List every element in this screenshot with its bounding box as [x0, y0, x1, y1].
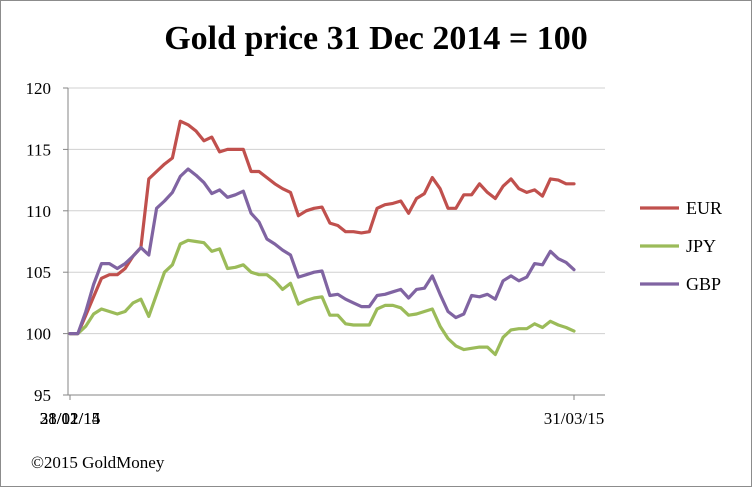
- y-tick-label: 105: [26, 263, 52, 282]
- y-tick-label: 120: [26, 79, 52, 98]
- y-tick-labels: 95 100 105 110 115 120: [26, 79, 52, 405]
- legend: EUR JPY GBP: [640, 198, 722, 294]
- x-tick-label: 31/03/15: [544, 409, 604, 428]
- x-tick-label: 31/01/15: [40, 409, 100, 428]
- series-lines: [68, 119, 576, 357]
- gridlines: [68, 87, 605, 335]
- y-tick-label: 115: [26, 140, 51, 159]
- y-tick-label: 100: [26, 325, 52, 344]
- legend-label-gbp: GBP: [686, 274, 721, 294]
- series-line-jpy: [68, 238, 576, 357]
- series-line-gbp: [68, 167, 576, 336]
- axes: [63, 87, 605, 400]
- copyright-text: ©2015 GoldMoney: [31, 453, 165, 472]
- legend-label-eur: EUR: [686, 198, 722, 218]
- legend-label-jpy: JPY: [686, 236, 716, 256]
- y-tick-label: 95: [34, 386, 51, 405]
- series-line-eur: [68, 119, 576, 336]
- x-tick-label: 31/12/14: [40, 409, 101, 428]
- x-tick-label: 28/02/15: [40, 409, 100, 428]
- chart-title: Gold price 31 Dec 2014 = 100: [164, 20, 588, 57]
- y-tick-label: 110: [26, 202, 51, 221]
